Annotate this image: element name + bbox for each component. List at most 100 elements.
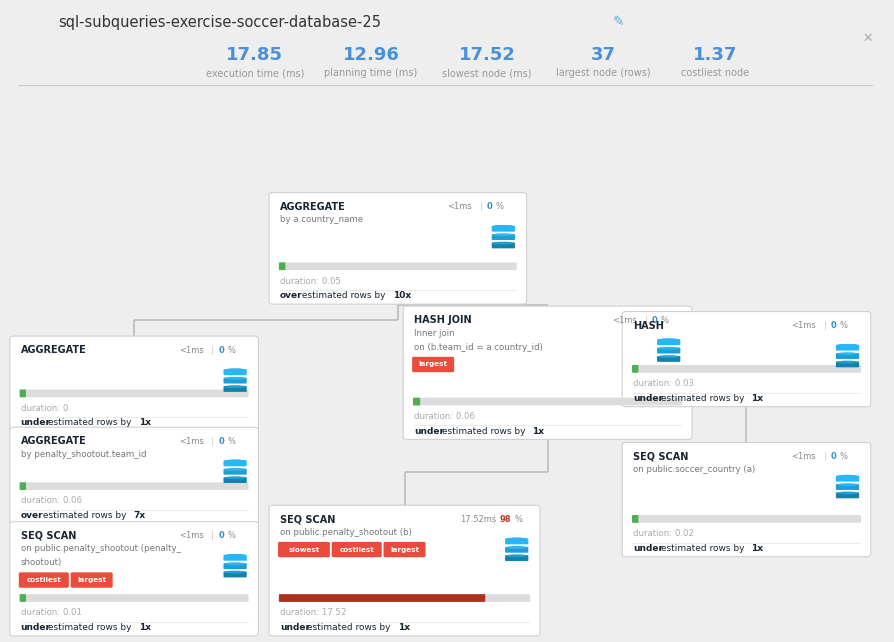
Text: %: %	[227, 437, 235, 446]
FancyBboxPatch shape	[224, 469, 247, 474]
Text: |: |	[211, 531, 215, 541]
FancyBboxPatch shape	[505, 555, 528, 561]
Text: estimated rows by: estimated rows by	[439, 426, 527, 436]
Text: under: under	[280, 623, 310, 632]
Ellipse shape	[224, 571, 246, 574]
Ellipse shape	[837, 483, 858, 486]
Text: 0: 0	[831, 321, 836, 330]
Text: estimated rows by: estimated rows by	[45, 419, 134, 428]
FancyBboxPatch shape	[657, 348, 680, 354]
FancyBboxPatch shape	[224, 369, 247, 375]
FancyBboxPatch shape	[632, 515, 861, 523]
Text: 1x: 1x	[139, 419, 150, 428]
Ellipse shape	[224, 377, 246, 380]
Text: 98: 98	[500, 515, 511, 524]
Text: under: under	[21, 419, 51, 428]
FancyBboxPatch shape	[279, 594, 530, 602]
Text: duration: 0.06: duration: 0.06	[21, 496, 81, 505]
Text: %: %	[839, 452, 848, 461]
FancyBboxPatch shape	[622, 311, 871, 407]
Text: duration: 17.52: duration: 17.52	[280, 608, 346, 618]
Text: execution time (ms): execution time (ms)	[206, 68, 304, 78]
FancyBboxPatch shape	[632, 515, 638, 523]
FancyBboxPatch shape	[657, 339, 680, 345]
Ellipse shape	[658, 347, 679, 350]
Ellipse shape	[224, 554, 246, 557]
FancyBboxPatch shape	[224, 377, 247, 383]
FancyBboxPatch shape	[224, 563, 247, 569]
Ellipse shape	[506, 537, 527, 541]
FancyBboxPatch shape	[20, 390, 26, 397]
Text: largest: largest	[390, 546, 419, 553]
Text: slowest: slowest	[289, 546, 319, 553]
FancyBboxPatch shape	[20, 390, 249, 397]
Text: %: %	[839, 321, 848, 330]
Text: 37: 37	[591, 46, 616, 64]
Text: SEQ SCAN: SEQ SCAN	[21, 531, 76, 541]
Ellipse shape	[224, 369, 246, 372]
Text: estimated rows by: estimated rows by	[657, 544, 746, 553]
Text: Inner join: Inner join	[414, 329, 454, 338]
Text: planning time (ms): planning time (ms)	[325, 68, 417, 78]
Text: <1ms: <1ms	[791, 452, 816, 461]
Ellipse shape	[506, 537, 527, 541]
Ellipse shape	[493, 225, 514, 228]
Ellipse shape	[837, 344, 858, 347]
Text: |: |	[479, 202, 483, 211]
Text: duration: 0.01: duration: 0.01	[21, 608, 81, 618]
Text: ✕: ✕	[862, 32, 873, 45]
FancyBboxPatch shape	[836, 361, 859, 367]
Ellipse shape	[837, 492, 858, 494]
FancyBboxPatch shape	[10, 336, 258, 431]
Text: %: %	[495, 202, 503, 211]
Text: duration: 0.05: duration: 0.05	[280, 277, 341, 286]
Ellipse shape	[837, 344, 858, 347]
Ellipse shape	[837, 352, 858, 355]
Ellipse shape	[658, 338, 679, 342]
Text: <1ms: <1ms	[612, 316, 637, 325]
FancyBboxPatch shape	[269, 193, 527, 304]
FancyBboxPatch shape	[278, 542, 330, 557]
Text: 1x: 1x	[751, 394, 763, 403]
Ellipse shape	[506, 554, 527, 557]
Text: |: |	[823, 321, 827, 330]
Ellipse shape	[224, 562, 246, 566]
Text: 0: 0	[218, 437, 224, 446]
Text: HASH JOIN: HASH JOIN	[414, 315, 471, 325]
FancyBboxPatch shape	[632, 365, 638, 372]
Text: 10x: 10x	[393, 291, 411, 300]
Text: 0: 0	[218, 345, 224, 355]
Text: <1ms: <1ms	[179, 437, 204, 446]
FancyBboxPatch shape	[224, 571, 247, 577]
Text: over: over	[21, 511, 43, 520]
Text: |: |	[823, 452, 827, 461]
Text: <1ms: <1ms	[179, 531, 204, 541]
Ellipse shape	[224, 385, 246, 388]
FancyBboxPatch shape	[492, 234, 515, 240]
FancyBboxPatch shape	[279, 263, 517, 270]
FancyBboxPatch shape	[836, 476, 859, 482]
FancyBboxPatch shape	[836, 345, 859, 351]
Text: 12.96: 12.96	[342, 46, 400, 64]
Text: |: |	[211, 437, 215, 446]
FancyBboxPatch shape	[632, 365, 861, 372]
Text: on public.soccer_country (a): on public.soccer_country (a)	[633, 465, 755, 474]
Ellipse shape	[493, 233, 514, 236]
FancyBboxPatch shape	[413, 397, 420, 406]
Text: duration: 0.03: duration: 0.03	[633, 379, 694, 388]
Text: 1x: 1x	[751, 544, 763, 553]
Text: 17.52ms: 17.52ms	[460, 515, 497, 524]
FancyBboxPatch shape	[332, 542, 382, 557]
Text: %: %	[661, 316, 669, 325]
Ellipse shape	[224, 460, 246, 462]
Text: on public.penalty_shootout (b): on public.penalty_shootout (b)	[280, 528, 412, 537]
FancyBboxPatch shape	[279, 263, 285, 270]
FancyBboxPatch shape	[224, 477, 247, 483]
Text: estimated rows by: estimated rows by	[299, 291, 389, 300]
Text: SEQ SCAN: SEQ SCAN	[633, 451, 688, 462]
Text: <1ms: <1ms	[447, 202, 472, 211]
FancyBboxPatch shape	[10, 521, 258, 636]
Text: duration: 0: duration: 0	[21, 404, 68, 413]
Text: 0: 0	[486, 202, 492, 211]
FancyBboxPatch shape	[71, 573, 113, 588]
